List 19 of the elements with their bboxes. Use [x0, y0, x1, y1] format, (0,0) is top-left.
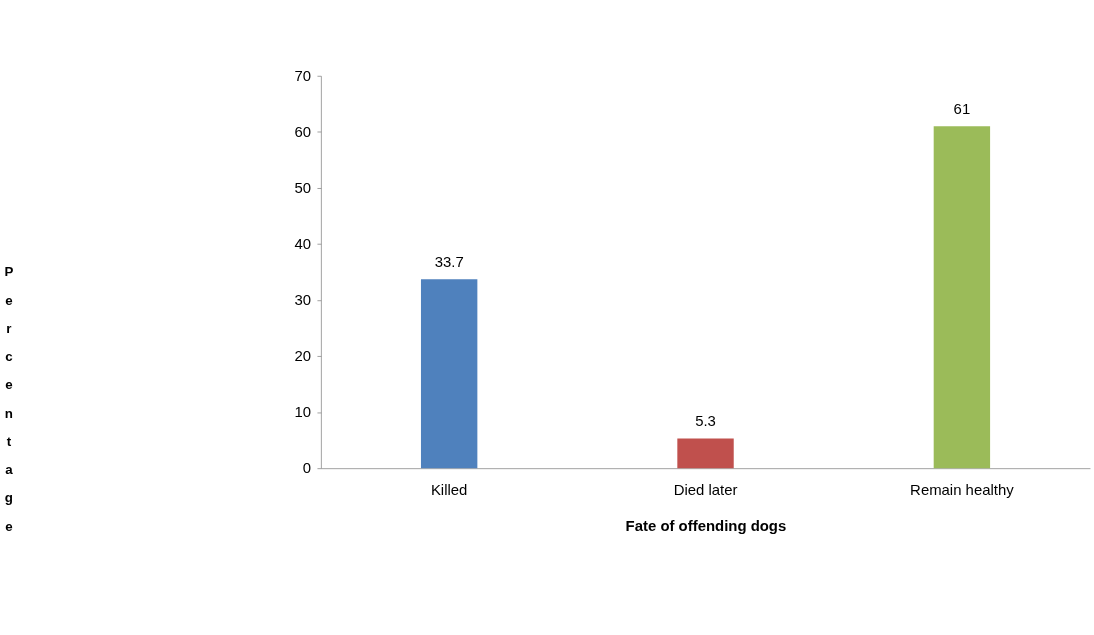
data-label: 33.7: [434, 253, 464, 270]
y-tick-label: 20: [294, 348, 312, 365]
data-label: 5.3: [695, 413, 716, 429]
x-axis-title: Fate of offending dogs: [625, 518, 787, 535]
y-tick-label: 30: [294, 292, 312, 309]
y-tick-label: 0: [302, 460, 312, 477]
bar: [420, 279, 478, 469]
x-tick-label: Remain healthy: [910, 481, 1015, 498]
y-tick-label: 50: [294, 180, 312, 197]
bar: [933, 126, 991, 469]
y-tick-label: 60: [294, 124, 312, 141]
x-tick-label: Killed: [430, 481, 468, 498]
y-tick-label: 70: [294, 67, 312, 84]
data-label: 61: [953, 100, 971, 117]
x-tick-label: Died later: [673, 481, 738, 498]
text: Percentage: [4, 264, 14, 534]
y-tick-label: 10: [294, 404, 312, 421]
y-tick-label: 40: [294, 236, 312, 253]
bar: [677, 438, 734, 469]
